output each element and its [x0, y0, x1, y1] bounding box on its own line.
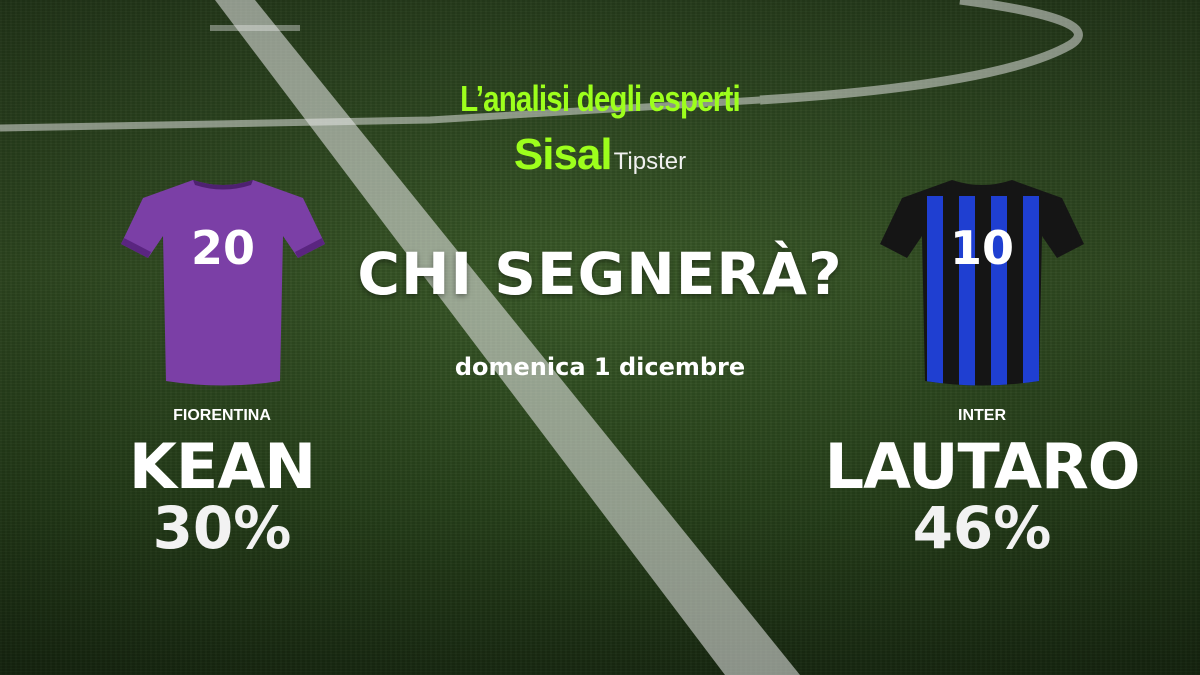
scoring-percentage: 30%	[152, 494, 292, 562]
headline: CHI SEGNERÀ?	[357, 240, 843, 308]
purple-jersey-icon: 20	[121, 180, 325, 386]
expert-analysis-title: L’analisi degli esperti	[460, 78, 741, 119]
brand-suffix: Tipster	[613, 148, 687, 175]
brand-name: Sisal	[513, 130, 613, 179]
player-name: LAUTARO	[824, 430, 1141, 503]
team-name: INTER	[958, 407, 1006, 424]
scoring-percentage: 46%	[912, 494, 1052, 562]
blue-black-striped-jersey-icon: 10	[880, 180, 1084, 386]
shirt-number: 10	[950, 221, 1014, 275]
match-date: domenica 1 dicembre	[454, 353, 746, 381]
sisal-tipster-logo: SisalTipster	[0, 130, 1200, 180]
shirt-number: 20	[191, 221, 255, 275]
team-name: FIORENTINA	[173, 407, 271, 424]
player-name: KEAN	[128, 430, 316, 503]
